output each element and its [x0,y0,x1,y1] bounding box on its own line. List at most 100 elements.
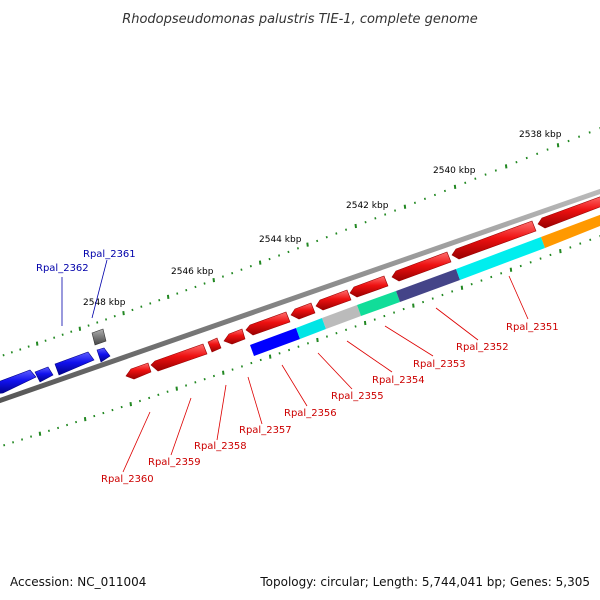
inner-scale-tick [12,441,15,444]
gene-blue-small-arrow [34,366,54,383]
gene-rpal-2354-arrow [315,289,352,311]
gene-rpal-2356-arrow [245,311,291,336]
gene-rpal-2355-arrow [290,302,316,320]
inner-scale-tick [470,283,473,286]
inner-scale-tick [509,267,513,272]
outer-scale-tick [394,209,397,212]
outer-scale-tick [185,289,188,292]
band-gray [322,305,361,329]
leader-rpal-2358 [216,384,227,441]
inner-scale-tick [185,384,188,387]
scale-label-2546: 2546 kbp [171,267,214,277]
outer-scale-tick [413,201,416,204]
scale-label-2538: 2538 kbp [519,130,562,140]
outer-scale-tick [249,265,252,268]
outer-scale-tick [140,305,143,308]
outer-scale-tick [525,156,528,160]
gene-label-rpal-2361: Rpal_2361 [83,249,136,260]
scale-label-2544: 2544 kbp [259,235,302,245]
outer-scale-tick [536,152,539,155]
inner-scale-tick [412,303,415,308]
outer-scale-tick [19,348,22,351]
scale-label-2542: 2542 kbp [346,201,389,211]
inner-scale-tick [148,396,151,400]
outer-scale-tick [35,341,39,346]
outer-scale-tick [306,242,309,247]
gene-rpal-2362-arrow [0,369,37,394]
inner-scale-tick [549,253,552,257]
outer-scale-tick [484,173,487,176]
gene-gray-arrow [91,328,107,346]
inner-scale-tick [222,370,225,375]
inner-scale-tick [451,290,454,293]
outer-scale-tick [335,232,338,235]
gene-rpal-2359-arrow [150,343,208,372]
inner-scale-tick [345,328,348,331]
outer-scale-tick [2,354,5,357]
outer-scale-tick [70,330,73,333]
gene-label-rpal-2357: Rpal_2357 [239,425,292,436]
outer-scale-tick [194,285,197,289]
inner-scale-tick [203,378,206,381]
reverse-strand-genes [0,328,111,394]
outer-scale-tick [464,181,467,184]
outer-scale-tick [53,336,56,339]
outer-scale-tick [158,299,161,302]
inner-scale-tick [441,293,444,297]
inner-scale-tick [120,405,123,409]
inner-scale-tick [66,423,69,427]
gene-rpal-2358-arrow [207,337,222,353]
outer-scale-tick [240,268,243,271]
gene-rpal-2351-arrow [451,220,537,260]
inner-scale-tick [569,246,572,249]
topology-summary-text: Topology: circular; Length: 5,744,041 bp… [259,575,590,589]
inner-scale-tick [297,345,300,348]
inner-scale-tick [402,307,405,311]
inner-scale-tick [306,342,309,345]
gene-rpal-2352-arrow [391,251,452,282]
outer-scale-tick [556,143,560,148]
inner-scale-tick [212,374,215,378]
outer-scale-tick [278,254,281,257]
outer-scale-tick [546,148,549,151]
inner-scale-tick [102,411,105,415]
band-green [357,291,400,316]
outer-scale-tick [567,139,570,143]
outer-scale-tick [296,247,299,250]
gene-rpal-2361-arrow [96,347,111,363]
outer-scale-tick [474,177,477,180]
inner-scale-tick [288,348,291,352]
gene-label-rpal-2353: Rpal_2353 [413,359,466,370]
inner-scale [3,235,600,447]
band-slate [396,269,460,302]
outer-scale-tick [504,164,508,169]
outer-scale-tick [374,217,377,220]
inner-scale-tick [500,272,503,275]
leader-rpal-2354 [346,340,393,373]
gene-rpal-2360-arrow [125,362,152,380]
inner-scale-tick [393,311,396,314]
scale-label-2540: 2540 kbp [433,166,476,176]
outer-scale-tick [176,292,179,295]
inner-scale-tick [3,444,6,447]
inner-scale-tick [30,435,33,438]
band-orange [541,214,600,248]
scale-label-2548: 2548 kbp [83,298,126,308]
inner-scale-tick [111,408,114,412]
inner-scale-tick [47,429,50,432]
outer-scale-tick [87,324,90,327]
outer-scale-tick [578,135,581,138]
outer-scale-tick [212,277,215,283]
outer-scale-tick [325,236,328,239]
gene-label-rpal-2358: Rpal_2358 [194,441,247,452]
outer-scale-tick [203,282,206,285]
inner-scale-tick [335,332,338,335]
outer-scale-tick [433,193,436,197]
inner-scale-tick [175,386,178,391]
outer-scale-tick [131,308,134,312]
outer-scale-tick [364,221,367,224]
gene-label-rpal-2362: Rpal_2362 [36,263,89,274]
outer-scale-tick [316,239,319,243]
map-title: Rhodopseudomonas palustris TIE-1, comple… [122,12,478,27]
